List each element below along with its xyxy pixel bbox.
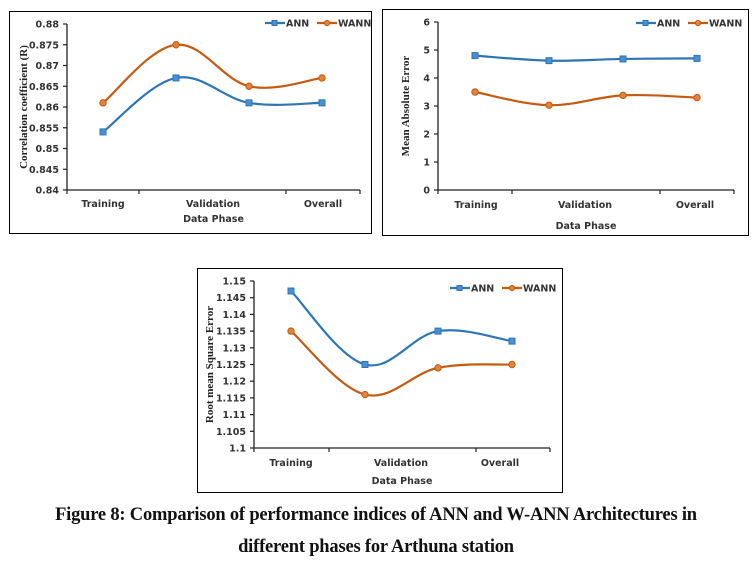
data-point-wann bbox=[619, 91, 627, 100]
y-tick-label: 1.105 bbox=[216, 427, 246, 438]
x-tick-label: Overall bbox=[304, 199, 342, 210]
y-tick-label: 0.87 bbox=[36, 61, 59, 72]
x-axis-title: Data Phase bbox=[556, 221, 617, 232]
legend: ANN WANN bbox=[636, 19, 742, 30]
series-line-wann bbox=[290, 330, 513, 397]
y-tick-label: 1.15 bbox=[223, 277, 246, 288]
data-point-wann bbox=[545, 101, 553, 109]
data-point-wann bbox=[318, 74, 326, 82]
data-point-wann bbox=[471, 88, 479, 96]
legend-label-ann: ANN bbox=[657, 19, 680, 30]
y-axis-title: Root mean Square Error bbox=[204, 306, 216, 423]
data-point-ann bbox=[318, 99, 326, 107]
legend-marker-ann bbox=[642, 20, 649, 26]
y-tick-label: 1 bbox=[423, 158, 430, 169]
data-point-wann bbox=[287, 327, 295, 335]
x-axis-title: Data Phase bbox=[183, 214, 244, 225]
legend-label-wann: WANN bbox=[709, 19, 742, 30]
data-point-ann bbox=[245, 99, 253, 107]
legend-marker-ann bbox=[271, 20, 278, 26]
data-point-wann bbox=[99, 99, 107, 107]
y-tick-label: 0.865 bbox=[29, 82, 59, 93]
data-point-ann bbox=[471, 52, 479, 60]
legend-label-ann: ANN bbox=[286, 19, 309, 30]
x-tick-label: Validation bbox=[374, 458, 428, 469]
x-tick-label: Validation bbox=[186, 199, 240, 210]
y-tick-label: 3 bbox=[423, 102, 430, 113]
y-tick-label: 5 bbox=[423, 46, 430, 57]
data-point-wann bbox=[361, 390, 369, 399]
y-tick-label: 0.855 bbox=[29, 123, 59, 134]
y-tick-label: 1.125 bbox=[216, 360, 246, 371]
legend-marker-wann bbox=[323, 19, 331, 27]
legend-label-ann: ANN bbox=[471, 284, 494, 295]
series-line-ann bbox=[102, 76, 323, 133]
legend-marker-ann bbox=[456, 285, 463, 291]
y-tick-label: 0.845 bbox=[29, 165, 59, 176]
y-tick-label: 1.135 bbox=[216, 327, 246, 338]
y-tick-label: 6 bbox=[423, 18, 430, 29]
chart-rmse-box bbox=[197, 268, 563, 493]
x-tick-label: Overall bbox=[481, 458, 519, 469]
legend-label-wann: WANN bbox=[338, 19, 371, 30]
figure-caption-line-1: Figure 8: Comparison of performance indi… bbox=[55, 505, 697, 525]
data-point-wann bbox=[172, 41, 180, 49]
y-tick-label: 0.85 bbox=[36, 144, 59, 155]
y-tick-label: 0 bbox=[423, 186, 430, 197]
x-tick-label: Training bbox=[81, 199, 124, 210]
y-tick-label: 1.145 bbox=[216, 293, 246, 304]
x-tick-label: Training bbox=[269, 458, 312, 469]
data-point-wann bbox=[693, 93, 701, 102]
data-point-ann bbox=[287, 287, 295, 295]
y-tick-label: 1.13 bbox=[223, 343, 246, 354]
data-point-wann bbox=[508, 360, 516, 369]
data-point-ann bbox=[434, 327, 442, 335]
y-tick-label: 0.88 bbox=[36, 20, 60, 31]
chart-mae-box bbox=[382, 9, 749, 236]
data-point-ann bbox=[619, 55, 627, 63]
y-tick-label: 1.12 bbox=[223, 377, 246, 388]
y-tick-label: 1.11 bbox=[223, 410, 246, 421]
y-tick-label: 0.84 bbox=[36, 186, 60, 197]
chart-correlation: 0.84 0.845 0.85 0.855 0.86 0.865 0.87 0.875 0.88… bbox=[18, 19, 371, 226]
y-tick-label: 1.115 bbox=[216, 393, 246, 404]
y-tick-label: 2 bbox=[423, 130, 430, 141]
y-axis-title: Mean Absolute Error bbox=[400, 56, 412, 157]
x-tick-label: Validation bbox=[558, 200, 612, 211]
figure-caption-line-2: different phases for Arthuna station bbox=[238, 537, 514, 557]
x-tick-label: Overall bbox=[676, 200, 714, 211]
y-tick-label: 4 bbox=[423, 74, 430, 85]
legend-marker-wann bbox=[694, 19, 702, 27]
data-point-ann bbox=[545, 57, 553, 65]
data-point-wann bbox=[245, 82, 253, 90]
x-tick-label: Training bbox=[454, 200, 497, 211]
legend: ANN WANN bbox=[450, 284, 556, 295]
chart-rmse: 1.1 1.105 1.11 1.115 1.12 1.125 1.13 1.135 1.14 1… bbox=[204, 277, 556, 488]
data-point-ann bbox=[99, 128, 107, 136]
series-line-ann bbox=[290, 290, 513, 367]
data-point-ann bbox=[693, 54, 701, 62]
y-tick-label: 1.1 bbox=[229, 444, 246, 455]
legend-label-wann: WANN bbox=[523, 284, 556, 295]
y-tick-label: 0.875 bbox=[29, 40, 59, 51]
series-line-wann bbox=[102, 43, 323, 104]
data-point-ann bbox=[361, 361, 369, 368]
y-tick-label: 1.14 bbox=[223, 310, 247, 321]
series-line-wann bbox=[474, 90, 698, 107]
legend: ANN WANN bbox=[265, 19, 371, 30]
legend-marker-wann bbox=[508, 284, 516, 292]
y-tick-label: 0.86 bbox=[36, 103, 60, 114]
chart-mae: 0 1 2 3 4 5 6 Training Validation Overall Data Pha… bbox=[400, 18, 742, 233]
x-axis-title: Data Phase bbox=[372, 476, 433, 487]
data-point-ann bbox=[172, 74, 180, 82]
y-axis-title: Correlation coefficient (R) bbox=[18, 45, 30, 169]
data-point-ann bbox=[508, 337, 516, 345]
data-point-wann bbox=[434, 364, 442, 372]
series-line-ann bbox=[474, 54, 698, 62]
